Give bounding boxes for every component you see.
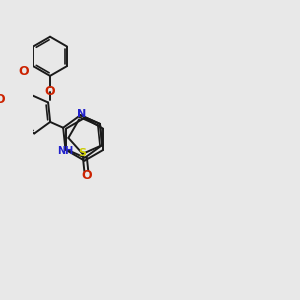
Text: S: S [79, 148, 87, 158]
Text: N: N [77, 109, 86, 119]
Text: O: O [45, 85, 56, 98]
Text: NH: NH [57, 146, 74, 156]
Text: O: O [19, 65, 29, 78]
Text: O: O [0, 93, 5, 106]
Text: O: O [82, 169, 92, 182]
